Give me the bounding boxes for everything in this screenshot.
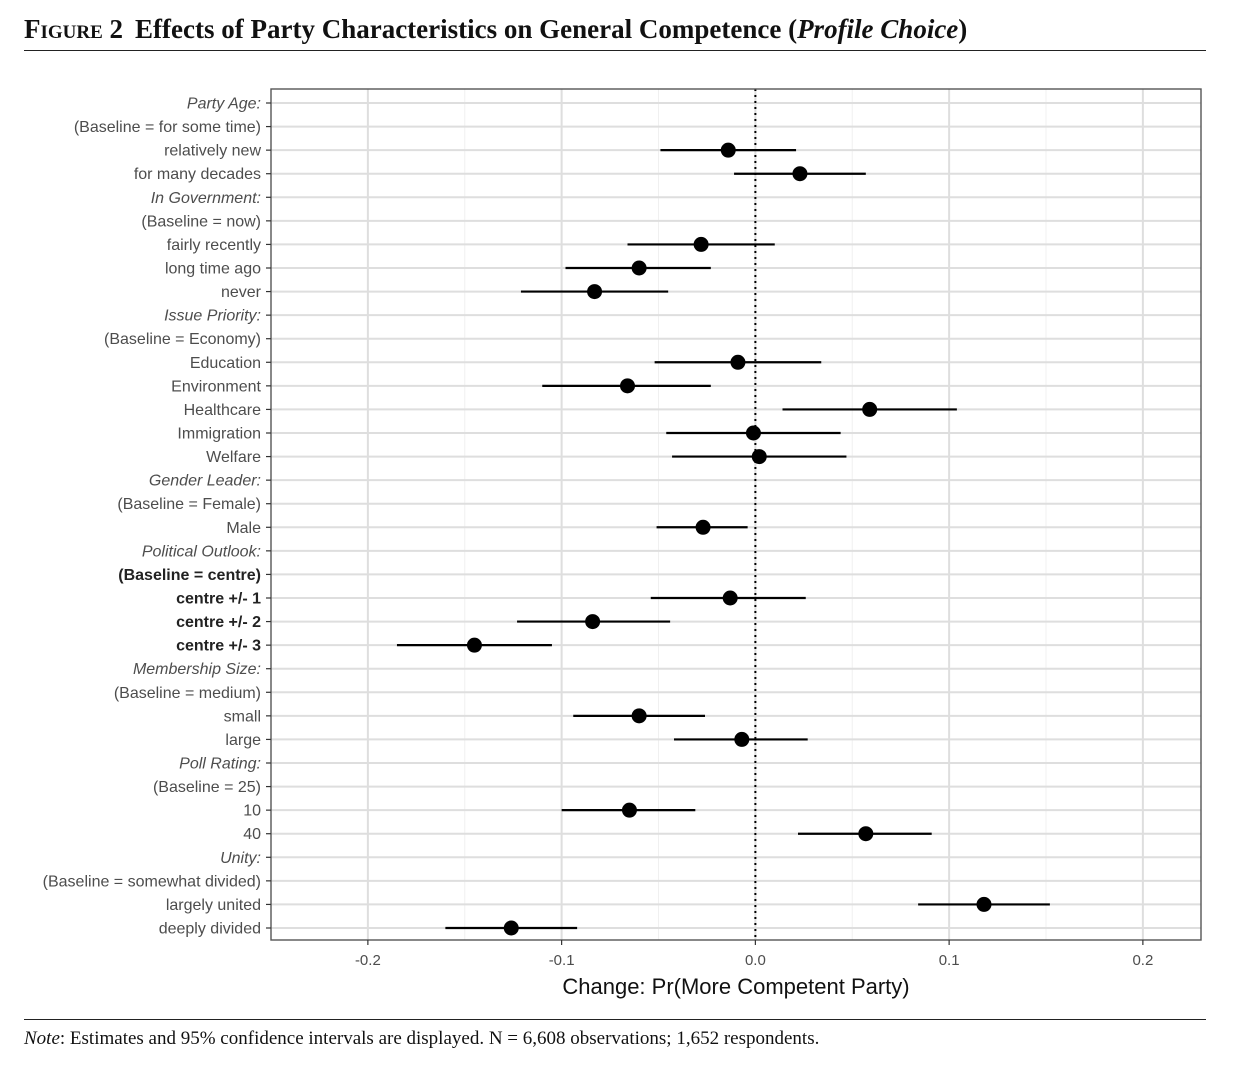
estimate-point [745,425,761,441]
estimate-point [722,590,738,606]
figure-label: Figure 2 [24,14,124,44]
y-tick-label: Political Outlook: [142,543,261,560]
plot-border [270,88,1202,941]
plot-panel [271,89,1201,940]
x-tick-label: 0.1 [939,952,960,969]
y-tick-label: Education [190,355,261,372]
y-tick-label: Male [226,520,261,537]
y-tick-label: 10 [243,803,261,820]
estimate-point [858,826,874,842]
y-tick-label: (Baseline = somewhat divided) [43,873,261,890]
y-tick-label: Immigration [177,426,261,443]
y-tick-label: Healthcare [184,402,261,419]
x-tick-label: -0.2 [355,952,381,969]
y-tick-label: fairly recently [167,237,261,254]
y-tick-label: (Baseline = Female) [117,496,261,513]
estimate-point [730,354,746,370]
estimate-point [976,896,992,912]
y-tick-label: Welfare [206,449,261,466]
y-tick-label: Issue Priority: [164,308,261,325]
y-tick-label: Membership Size: [133,661,261,678]
y-tick-label: Unity: [220,850,261,867]
y-tick-label: largely united [166,897,261,914]
y-tick-label: (Baseline = for some time) [74,119,261,136]
y-tick-label: centre +/- 3 [176,638,261,655]
y-tick-label: deeply divided [159,921,261,938]
estimate-point [585,614,601,630]
figure-title-main: Effects of Party Characteristics on Gene… [135,14,798,44]
y-tick-label: Gender Leader: [149,473,261,490]
estimate-point [631,260,647,276]
y-tick-label: for many decades [134,166,261,183]
estimate-point [693,236,709,252]
title-rule [24,50,1206,51]
estimate-point [503,920,519,936]
y-tick-label: centre +/- 2 [176,614,261,631]
figure-note: Note: Estimates and 95% confidence inter… [24,1028,819,1050]
estimate-point [734,731,750,747]
y-tick-label: long time ago [165,261,261,278]
y-tick-label: Party Age: [187,96,261,113]
y-tick-label: large [225,732,261,749]
y-tick-label: Environment [171,378,261,395]
estimate-point [792,166,808,182]
estimate-point [695,519,711,535]
note-label: Note [24,1028,60,1049]
y-tick-label: (Baseline = centre) [118,567,261,584]
y-tick-label: relatively new [164,143,261,160]
y-tick-label: 40 [243,826,261,843]
x-tick-label: 0.0 [745,952,766,969]
estimate-point [631,708,647,724]
figure-title-end: ) [958,14,968,44]
estimate-point [862,401,878,417]
coefficient-plot: Party Age: (Baseline = for some time) rela… [43,88,1202,999]
figure-title: Figure 2 Effects of Party Characteristics… [24,14,1206,45]
x-tick-label: -0.1 [549,952,575,969]
y-tick-label: (Baseline = 25) [153,779,261,796]
y-tick-label: (Baseline = now) [141,213,261,230]
y-tick-label: (Baseline = Economy) [104,331,261,348]
note-rule [24,1019,1206,1020]
figure-title-italic: Profile Choice [797,14,959,44]
x-tick-label: 0.2 [1132,952,1153,969]
estimate-point [621,802,637,818]
estimate-point [620,378,635,394]
y-tick-label: small [224,708,261,725]
y-tick-label: (Baseline = medium) [114,685,261,702]
estimate-point [720,142,736,158]
y-tick-label: never [221,284,262,301]
figure-title-text: Effects of Party Characteristics on Gene… [135,14,967,44]
y-tick-label: Poll Rating: [179,756,261,773]
estimate-point [587,284,603,300]
note-text: : Estimates and 95% confidence intervals… [59,1028,820,1049]
y-tick-label: In Government: [151,190,261,207]
estimate-point [751,449,767,465]
estimate-point [466,637,482,653]
x-axis-title: Change: Pr(More Competent Party) [562,974,909,999]
y-tick-label: centre +/- 1 [176,591,261,608]
